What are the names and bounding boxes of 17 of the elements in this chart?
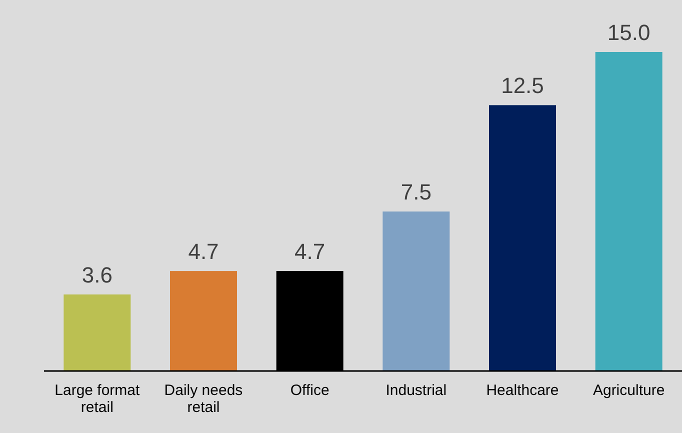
bar	[170, 271, 237, 371]
data-label: 12.5	[501, 73, 544, 98]
x-tick-label: Daily needs retail	[164, 382, 243, 416]
data-label: 4.7	[188, 239, 219, 264]
x-tick-label: Office	[290, 382, 330, 399]
bar	[595, 52, 662, 371]
data-label: 3.6	[82, 262, 112, 288]
data-label: 7.5	[400, 180, 432, 204]
bar	[382, 212, 450, 371]
x-tick-label: Agriculture	[592, 382, 665, 399]
data-label: 15.0	[607, 20, 650, 45]
x-tick-label: Industrial	[386, 382, 447, 399]
bar	[64, 294, 131, 371]
bar	[489, 105, 556, 371]
data-label: 4.7	[294, 239, 326, 264]
x-tick-label: Large format retail	[54, 382, 141, 416]
x-tick-label: Healthcare	[486, 382, 559, 399]
